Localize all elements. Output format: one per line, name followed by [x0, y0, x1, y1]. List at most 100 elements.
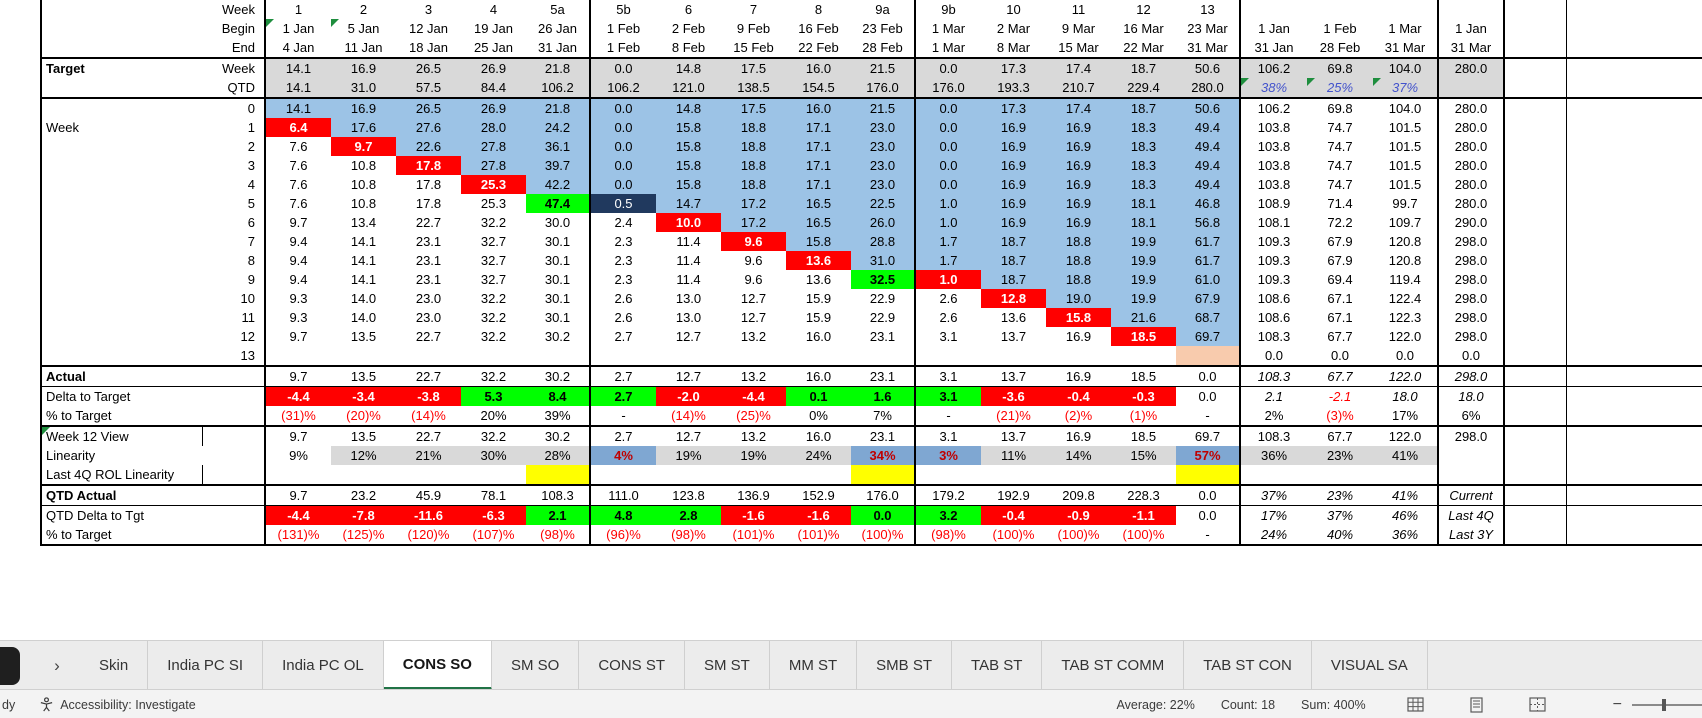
cell[interactable]: 71.4 [1327, 196, 1353, 211]
cell[interactable] [1505, 78, 1567, 97]
cell[interactable]: 12.7 [740, 310, 767, 325]
cell[interactable]: 47.4 [526, 194, 591, 213]
cell[interactable]: 17.5 [721, 59, 786, 78]
cell[interactable]: 22.9 [851, 289, 916, 308]
cell[interactable] [1505, 465, 1567, 484]
cell[interactable]: 16.9 [1065, 329, 1092, 344]
cell[interactable]: 136.9 [737, 488, 770, 503]
cell[interactable]: (25)% [736, 408, 771, 423]
cell[interactable]: 25.3 [480, 196, 507, 211]
cell[interactable]: 17% [1373, 406, 1439, 425]
cell[interactable]: 22.9 [851, 308, 916, 327]
cell[interactable]: 103.8 [1257, 177, 1291, 192]
cell[interactable]: 18.8 [721, 175, 786, 194]
cell[interactable]: 11.4 [676, 234, 701, 249]
cell[interactable]: 103.8 [1257, 158, 1291, 173]
cell[interactable] [1505, 427, 1567, 446]
cell[interactable]: 0.0 [916, 118, 981, 137]
row-sublabel[interactable]: 6 [202, 213, 266, 232]
cell[interactable]: 280.0 [1439, 118, 1505, 137]
cell[interactable]: 4 Jan [282, 40, 315, 55]
row-sublabel[interactable]: Begin [202, 19, 266, 38]
cell[interactable]: 108.6 [1257, 310, 1291, 325]
cell[interactable]: 36% [1241, 446, 1307, 465]
sheet-tab-sm-st[interactable]: SM ST [685, 641, 770, 690]
cell[interactable]: 138.5 [721, 78, 786, 97]
cell[interactable]: 15.8 [1046, 308, 1111, 327]
cell[interactable]: 280.0 [1439, 156, 1505, 175]
row-label[interactable] [40, 308, 202, 327]
cell[interactable]: 108.3 [1257, 329, 1291, 344]
cell[interactable]: 25 Jan [473, 40, 514, 55]
cell[interactable]: 16.9 [331, 59, 396, 78]
cell[interactable]: 26.9 [461, 99, 526, 118]
cell[interactable]: 123.8 [672, 488, 705, 503]
cell[interactable] [1046, 346, 1111, 365]
cell[interactable]: 12.7 [675, 429, 702, 444]
cell[interactable]: 16.9 [1046, 194, 1111, 213]
cell[interactable]: 14.7 [656, 194, 721, 213]
cell[interactable]: 3 [424, 2, 433, 17]
cell[interactable]: (131)% [277, 527, 320, 542]
cell[interactable]: 57.5 [396, 78, 461, 97]
cell[interactable]: 101.5 [1373, 137, 1439, 156]
row-sublabel[interactable]: Week [202, 0, 266, 19]
sheet-tab-cons-st[interactable]: CONS ST [579, 641, 685, 690]
cell[interactable]: 26.0 [851, 213, 916, 232]
cell[interactable]: 72.2 [1327, 215, 1353, 230]
cell[interactable]: 84.4 [461, 78, 526, 97]
cell[interactable]: 121.0 [656, 78, 721, 97]
cell[interactable]: 13.7 [1000, 369, 1027, 384]
row-label[interactable]: Target [40, 59, 202, 78]
cell[interactable]: 19% [656, 446, 721, 465]
cell[interactable]: 49.4 [1176, 175, 1241, 194]
cell[interactable]: 9.7 [289, 329, 308, 344]
cell[interactable]: 30.2 [526, 427, 591, 446]
cell[interactable]: 0% [809, 408, 828, 423]
cell[interactable]: 23.1 [415, 253, 442, 268]
cell[interactable]: 38% [1241, 78, 1307, 97]
cell[interactable]: -2.0 [656, 387, 721, 406]
cell[interactable]: 2.6 [614, 310, 633, 325]
cell[interactable]: 1.7 [916, 232, 981, 251]
cell[interactable]: 298.0 [1439, 251, 1505, 270]
cell[interactable] [266, 346, 331, 365]
row-sublabel[interactable] [202, 465, 266, 484]
cell[interactable]: 15.8 [656, 137, 721, 156]
cell[interactable]: 298.0 [1439, 308, 1505, 327]
cell[interactable]: 13.5 [350, 329, 377, 344]
cell[interactable]: 37% [1260, 488, 1288, 503]
cell[interactable]: 18.1 [1111, 194, 1176, 213]
row-sublabel[interactable] [202, 387, 266, 406]
cell[interactable]: 298.0 [1439, 367, 1505, 386]
cell[interactable]: 9 Mar [1061, 21, 1096, 36]
cell[interactable]: (98)% [931, 527, 966, 542]
cell[interactable]: 21% [396, 446, 461, 465]
cell[interactable]: 17.1 [786, 118, 851, 137]
cell[interactable]: 18.7 [981, 232, 1046, 251]
cell[interactable]: 176.0 [916, 78, 981, 97]
cell[interactable]: 17.2 [721, 194, 786, 213]
cell[interactable] [396, 346, 461, 365]
cell[interactable]: 37% [1373, 78, 1439, 97]
cell[interactable]: 2 Feb [671, 21, 706, 36]
cell[interactable]: 280.0 [1439, 194, 1505, 213]
cell[interactable]: 1.0 [916, 213, 981, 232]
cell[interactable]: 13.6 [805, 272, 832, 287]
cell[interactable]: 1 Mar [931, 40, 966, 55]
cell[interactable]: -2.1 [1328, 389, 1352, 404]
cell[interactable]: 40% [1326, 527, 1354, 542]
cell[interactable]: 2% [1264, 408, 1284, 423]
cell[interactable]: 103.8 [1257, 139, 1291, 154]
cell[interactable]: 122.0 [1373, 327, 1439, 346]
row-sublabel[interactable]: 1 [202, 118, 266, 137]
cell[interactable]: 5 Jan [331, 19, 396, 38]
cell[interactable]: 3.1 [916, 387, 981, 406]
cell[interactable]: 7% [851, 406, 916, 425]
row-sublabel[interactable] [202, 427, 266, 446]
cell[interactable]: 61.7 [1176, 232, 1241, 251]
cell[interactable]: 25% [1307, 78, 1373, 97]
cell[interactable]: 31 Jan [1254, 40, 1294, 55]
cell[interactable]: (14)% [671, 408, 706, 423]
cell[interactable]: - [621, 408, 626, 423]
